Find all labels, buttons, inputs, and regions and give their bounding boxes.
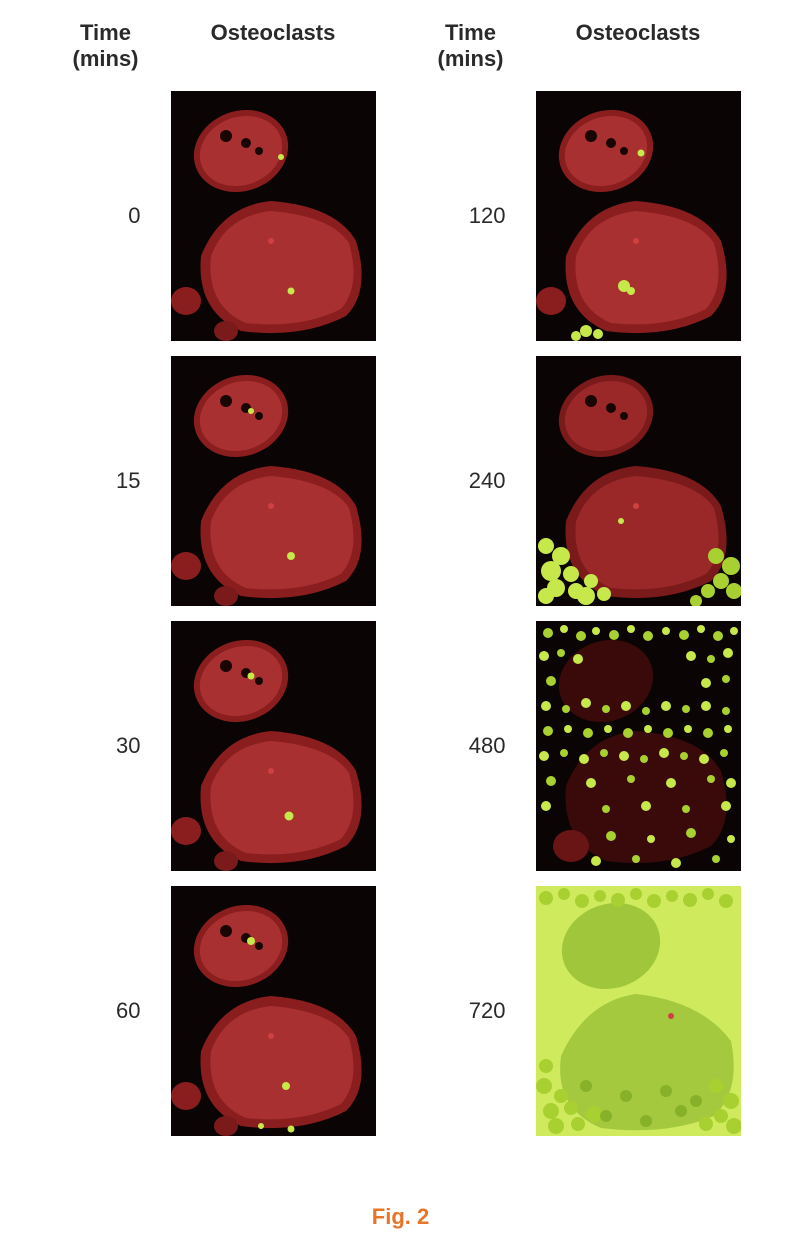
microscopy-panel-240 <box>536 356 741 606</box>
time-label-60: 60 <box>61 998 151 1024</box>
time-label-15: 15 <box>61 468 151 494</box>
time-header-right: Time (mins) <box>426 20 516 73</box>
time-label-720: 720 <box>426 998 516 1024</box>
panel-row-15: 15 <box>61 356 376 606</box>
panel-row-60: 60 <box>61 886 376 1136</box>
time-label-120: 120 <box>426 203 516 229</box>
header-row-left: Time (mins) Osteoclasts <box>61 20 376 73</box>
panel-row-480: 480 <box>426 621 741 871</box>
panel-row-30: 30 <box>61 621 376 871</box>
time-label-0: 0 <box>61 203 151 229</box>
microscopy-panel-0 <box>171 91 376 341</box>
figure-caption: Fig. 2 <box>0 1204 801 1230</box>
microscopy-panel-480 <box>536 621 741 871</box>
time-header-text-2: (mins) <box>73 46 139 71</box>
figure-container: Time (mins) Osteoclasts 0 <box>0 0 801 1151</box>
time-header-left: Time (mins) <box>61 20 151 73</box>
osteo-header-right: Osteoclasts <box>536 20 741 46</box>
time-label-240: 240 <box>426 468 516 494</box>
panel-row-240: 240 <box>426 356 741 606</box>
microscopy-panel-120 <box>536 91 741 341</box>
left-column: Time (mins) Osteoclasts 0 <box>61 20 376 1151</box>
osteo-header-left: Osteoclasts <box>171 20 376 46</box>
right-column: Time (mins) Osteoclasts 120 <box>426 20 741 1151</box>
microscopy-panel-15 <box>171 356 376 606</box>
header-row-right: Time (mins) Osteoclasts <box>426 20 741 73</box>
time-label-30: 30 <box>61 733 151 759</box>
panel-row-120: 120 <box>426 91 741 341</box>
time-header-text-4: (mins) <box>438 46 504 71</box>
time-header-text-3: Time <box>445 20 496 45</box>
panel-row-720: 720 <box>426 886 741 1136</box>
time-header-text-1: Time <box>80 20 131 45</box>
time-label-480: 480 <box>426 733 516 759</box>
microscopy-panel-30 <box>171 621 376 871</box>
panel-row-0: 0 <box>61 91 376 341</box>
microscopy-panel-60 <box>171 886 376 1136</box>
microscopy-panel-720 <box>536 886 741 1136</box>
